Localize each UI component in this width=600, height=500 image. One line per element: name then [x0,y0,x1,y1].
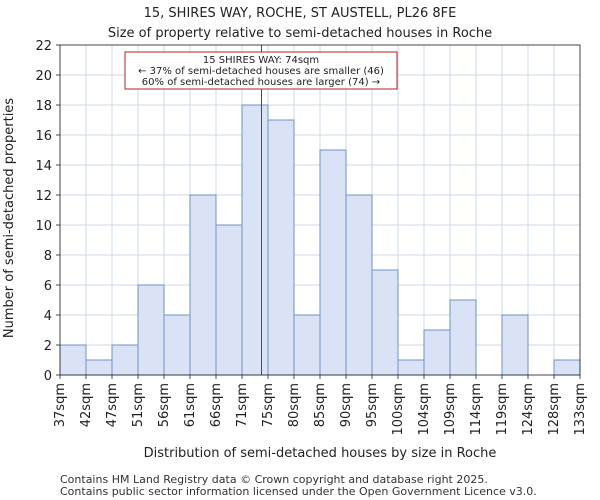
bar [345,194,373,376]
bar [85,359,113,376]
annotation-box: 15 SHIRES WAY: 74sqm ← 37% of semi-detac… [124,51,398,90]
bar [449,299,477,376]
x-tick-label: 75sqm [261,383,276,427]
bar [111,344,139,376]
y-tick-label: 8 [44,249,52,264]
bar [397,359,425,376]
y-tick-label: 16 [35,129,52,144]
y-tick-label: 14 [35,159,52,174]
chart-subtitle: Size of property relative to semi-detach… [108,26,492,41]
x-tick-label: 128sqm [547,383,562,436]
annotation-line-1: 15 SHIRES WAY: 74sqm [203,55,319,66]
bar [423,329,451,376]
bar [319,149,347,376]
x-axis-label: Distribution of semi-detached houses by … [144,446,497,461]
y-tick-label: 4 [44,309,52,324]
x-tick-label: 100sqm [391,383,406,436]
y-tick-label: 18 [35,99,52,114]
chart-title: 15, SHIRES WAY, ROCHE, ST AUSTELL, PL26 … [144,6,457,21]
x-tick-label: 124sqm [521,383,536,436]
y-tick-label: 6 [44,279,52,294]
annotation-line-2: ← 37% of semi-detached houses are smalle… [138,66,384,77]
x-tick-label: 80sqm [287,383,302,427]
x-tick-label: 109sqm [443,383,458,436]
y-tick-label: 22 [35,39,52,54]
x-tick-label: 42sqm [79,383,94,427]
x-tick-label: 37sqm [53,383,68,427]
x-tick-label: 90sqm [339,383,354,427]
y-axis-label: Number of semi-detached properties [2,98,17,338]
x-tick-label: 56sqm [157,383,172,427]
bar [293,314,321,376]
y-tick-label: 20 [35,69,52,84]
bar [163,314,191,376]
x-tick-label: 104sqm [417,383,432,436]
x-tick-label: 66sqm [209,383,224,427]
bar [371,269,399,376]
x-tick-label: 47sqm [105,383,120,427]
annotation-frame [124,51,398,90]
bars [59,104,581,376]
x-tick-label: 95sqm [365,383,380,427]
bar [137,284,165,376]
footer-copyright: Contains HM Land Registry data © Crown c… [60,473,488,486]
x-tick-label: 119sqm [495,383,510,436]
y-tick-label: 0 [44,369,52,384]
bar [501,314,529,376]
x-tick-label: 51sqm [131,383,146,427]
x-tick-label: 85sqm [313,383,328,427]
bar [553,359,581,376]
bar [189,194,217,376]
y-tick-label: 2 [44,339,52,354]
y-tick-label: 10 [35,219,52,234]
bar [59,344,87,376]
bar [215,224,243,376]
y-axis-ticks: 0 2 4 6 8 10 12 14 16 18 20 22 [35,39,60,384]
x-axis-ticks: 37sqm 42sqm 47sqm 51sqm 56sqm 61sqm 66sqm 71sqm… [53,375,588,436]
x-tick-label: 61sqm [183,383,198,427]
bar [267,119,295,376]
x-tick-label: 71sqm [235,383,250,427]
x-tick-label: 133sqm [573,383,588,436]
y-tick-label: 12 [35,189,52,204]
footer-licence: Contains public sector information licen… [60,485,537,498]
bar [241,104,269,376]
x-tick-label: 114sqm [469,383,484,436]
annotation-line-3: 60% of semi-detached houses are larger (… [142,77,380,88]
